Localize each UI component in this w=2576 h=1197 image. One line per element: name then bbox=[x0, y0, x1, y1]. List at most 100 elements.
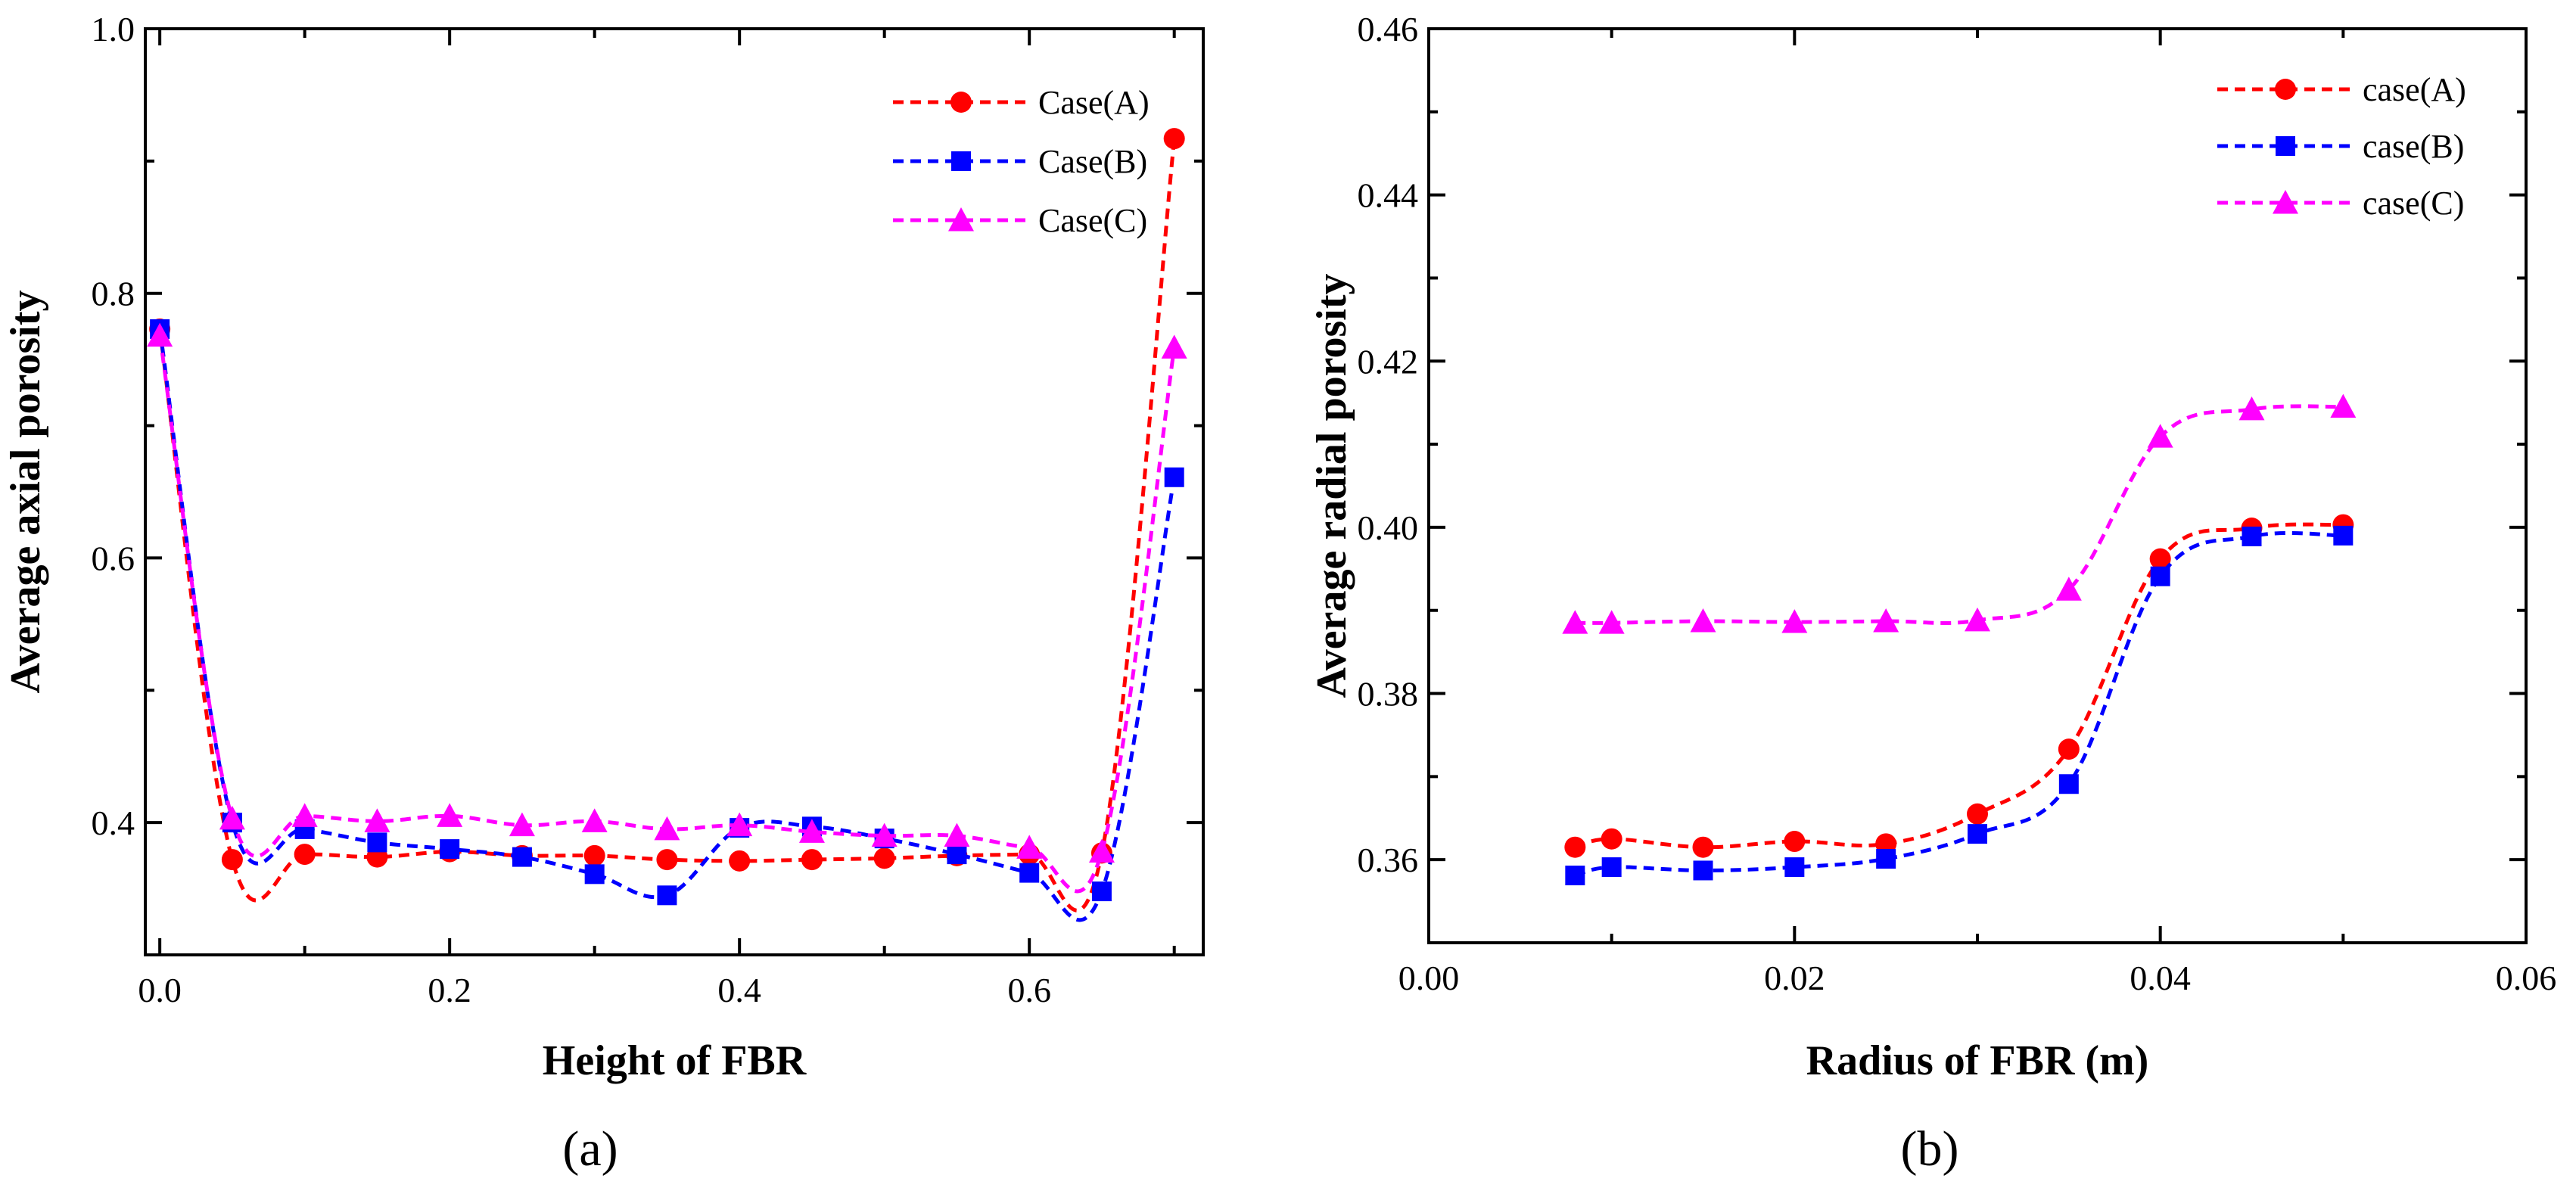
data-point bbox=[509, 812, 535, 837]
x-tick-label: 0.4 bbox=[717, 971, 761, 1009]
data-point bbox=[1601, 857, 1622, 878]
x-tick-label: 0.00 bbox=[1398, 959, 1460, 997]
legend-label: case(B) bbox=[2363, 128, 2464, 165]
data-point bbox=[1693, 860, 1713, 881]
data-point bbox=[726, 812, 753, 837]
data-point bbox=[1781, 609, 1808, 633]
data-point bbox=[364, 808, 390, 832]
data-point bbox=[1164, 467, 1184, 487]
data-point bbox=[2058, 774, 2079, 794]
data-point bbox=[584, 864, 605, 885]
data-point bbox=[581, 808, 608, 832]
y-tick-label: 1.0 bbox=[92, 10, 135, 48]
y-tick-label: 0.42 bbox=[1358, 342, 1419, 381]
y-tick-label: 0.6 bbox=[92, 539, 135, 577]
y-tick-label: 0.40 bbox=[1358, 508, 1419, 547]
y-axis-title: Average axial porosity bbox=[2, 291, 49, 694]
chart-panel-a: 0.0 0.2 0.4 0.6 0.4 0.6 0.8 1.0 Height of FBR Ave… bbox=[2, 10, 1205, 1177]
x-axis-title: Radius of FBR (m) bbox=[1806, 1037, 2149, 1084]
y-tick-label: 0.44 bbox=[1358, 176, 1419, 215]
data-point bbox=[2242, 526, 2262, 546]
legend-marker bbox=[2276, 136, 2295, 156]
x-tick-label: 0.6 bbox=[1007, 971, 1051, 1009]
data-point bbox=[1016, 835, 1043, 859]
series-case(B) bbox=[1565, 525, 2354, 886]
data-point bbox=[1598, 610, 1625, 634]
series-line bbox=[157, 138, 1177, 913]
y-tick-label: 0.36 bbox=[1358, 841, 1419, 879]
chart-panel-b: 0.00 0.02 0.04 0.06 0.36 0.38 0.40 0.42 0.44 0.46… bbox=[1308, 10, 2556, 1177]
legend-label: Case(B) bbox=[1038, 143, 1147, 180]
data-point bbox=[1088, 838, 1115, 863]
data-point bbox=[871, 822, 898, 847]
data-point bbox=[1967, 803, 1988, 825]
x-tick-label: 0.02 bbox=[1764, 959, 1825, 997]
data-point bbox=[221, 849, 243, 871]
x-axis-title: Height of FBR bbox=[543, 1037, 807, 1084]
data-point bbox=[583, 844, 605, 866]
data-point bbox=[440, 839, 460, 860]
x-tick-label: 0.0 bbox=[138, 971, 182, 1009]
series-case(C) bbox=[1562, 393, 2357, 634]
data-point bbox=[1968, 824, 1987, 844]
data-point bbox=[219, 805, 245, 830]
y-tick-label: 0.4 bbox=[92, 804, 135, 842]
y-axis-title: Average radial porosity bbox=[1308, 274, 1355, 698]
series-case(A) bbox=[1564, 514, 2354, 858]
data-point bbox=[656, 849, 678, 871]
data-point bbox=[1019, 863, 1040, 883]
data-point bbox=[1873, 608, 1899, 633]
data-point bbox=[1161, 334, 1187, 359]
data-point bbox=[947, 844, 967, 865]
data-point bbox=[294, 844, 316, 866]
data-point bbox=[2147, 424, 2173, 448]
data-point bbox=[2055, 577, 2082, 601]
legend-marker bbox=[2273, 190, 2298, 214]
legend-marker bbox=[948, 207, 974, 232]
data-point bbox=[437, 803, 463, 827]
data-point bbox=[2330, 393, 2357, 418]
y-tick-label: 0.38 bbox=[1358, 675, 1419, 714]
data-point bbox=[944, 822, 970, 847]
legend-label: case(C) bbox=[2363, 185, 2464, 222]
legend-marker bbox=[951, 151, 971, 171]
data-point bbox=[1601, 828, 1622, 850]
legend-label: case(A) bbox=[2363, 71, 2466, 108]
data-point bbox=[512, 847, 532, 867]
legend-label: Case(C) bbox=[1038, 202, 1147, 239]
data-point bbox=[2333, 525, 2354, 546]
data-point bbox=[147, 322, 173, 347]
data-point bbox=[1163, 128, 1185, 150]
data-point bbox=[1965, 607, 1990, 632]
x-tick-label: 0.04 bbox=[2130, 959, 2191, 997]
series-line bbox=[157, 335, 1177, 894]
data-point bbox=[1784, 831, 1806, 853]
panel-label: (a) bbox=[562, 1121, 618, 1177]
data-point bbox=[1564, 836, 1586, 858]
data-point bbox=[2149, 548, 2171, 570]
data-point bbox=[1565, 866, 1585, 886]
y-tick-label: 0.8 bbox=[92, 275, 135, 313]
data-point bbox=[1091, 881, 1112, 902]
data-point bbox=[873, 847, 895, 869]
data-point bbox=[1562, 610, 1588, 634]
series-line bbox=[1575, 404, 2344, 625]
series-Case(A) bbox=[149, 128, 1185, 913]
data-point bbox=[2238, 396, 2265, 421]
data-point bbox=[654, 816, 680, 841]
data-point bbox=[729, 850, 751, 872]
series-line bbox=[1574, 522, 2344, 850]
data-point bbox=[657, 885, 677, 906]
data-point bbox=[2058, 738, 2080, 760]
data-point bbox=[801, 849, 823, 871]
data-point bbox=[1692, 836, 1714, 858]
plot-frame bbox=[144, 27, 1205, 956]
panel-label: (b) bbox=[1901, 1121, 1959, 1177]
data-point bbox=[367, 832, 387, 853]
data-point bbox=[1690, 608, 1716, 633]
data-point bbox=[2150, 566, 2170, 586]
legend-marker bbox=[2275, 79, 2296, 100]
x-tick-label: 0.06 bbox=[2496, 959, 2557, 997]
x-tick-label: 0.2 bbox=[428, 971, 471, 1009]
